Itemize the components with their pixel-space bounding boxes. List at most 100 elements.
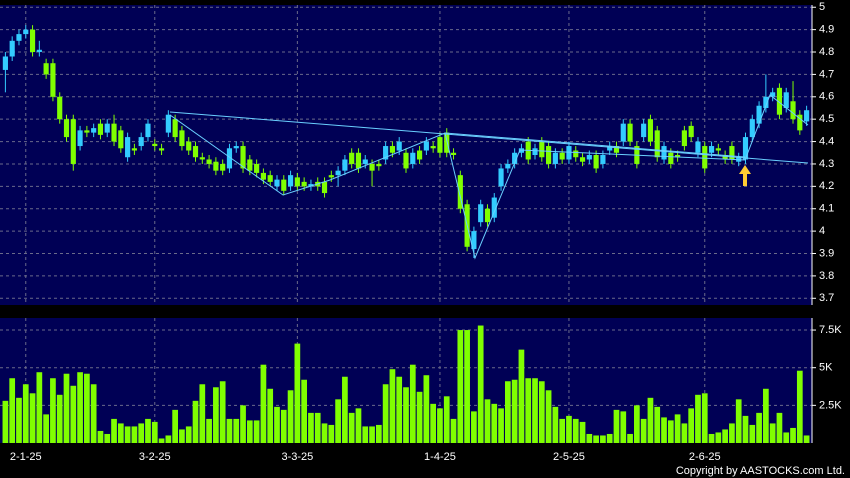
candle-body — [2, 56, 8, 70]
y-tick-label: 4.9 — [819, 24, 834, 36]
volume-bar — [348, 412, 355, 443]
volume-bar — [206, 418, 212, 443]
candle-body — [138, 137, 144, 147]
candle-body — [321, 181, 328, 194]
candle-body — [416, 150, 423, 160]
marks — [2, 25, 810, 443]
candle-body — [776, 87, 783, 115]
volume-bar — [538, 381, 545, 443]
volume-bar — [735, 399, 742, 443]
candle-body — [158, 148, 165, 151]
x-tick-label: 2-6-25 — [689, 451, 721, 463]
candle-body — [708, 146, 715, 153]
candle-body — [783, 92, 789, 108]
volume-bar — [219, 381, 226, 443]
volume-bar — [396, 376, 403, 443]
candle-body — [566, 146, 572, 160]
candle-body — [84, 130, 90, 133]
volume-bar — [172, 409, 178, 443]
candle-body — [742, 137, 749, 160]
candle-body — [396, 141, 402, 151]
candle-body — [756, 105, 762, 124]
candle-body — [491, 197, 497, 218]
volume-bar — [559, 418, 566, 443]
candle-body — [104, 123, 110, 133]
candle-body — [240, 146, 246, 169]
candle-body — [763, 96, 769, 108]
volume-bar — [213, 387, 219, 443]
volume-bar — [36, 372, 43, 443]
volume-bar — [328, 424, 335, 443]
volume-bar — [90, 384, 97, 443]
volume-bar — [321, 423, 328, 443]
candle-body — [593, 155, 599, 169]
candle-body — [681, 130, 687, 147]
volume-bar — [294, 343, 301, 443]
candle-body — [287, 175, 294, 187]
volume-bar — [776, 412, 783, 443]
candle-body — [532, 148, 538, 155]
volume-bar — [423, 375, 430, 443]
candle-body — [77, 130, 83, 147]
candle-body — [702, 146, 708, 169]
y-tick-label: 3.8 — [819, 270, 834, 282]
candle-body — [369, 163, 375, 171]
candle-body — [267, 175, 273, 182]
candle-body — [213, 161, 219, 171]
candle-body — [145, 123, 151, 138]
volume-bar — [504, 381, 511, 443]
candle-body — [722, 155, 728, 160]
volume-bar — [355, 408, 362, 443]
x-tick-label: 1-4-25 — [424, 451, 456, 463]
volume-bar — [280, 409, 287, 443]
candle-body — [233, 146, 239, 149]
candle-body — [97, 123, 104, 135]
volume-bar — [63, 373, 70, 443]
volume-bar — [362, 426, 369, 443]
volume-bar — [308, 412, 314, 443]
candle-body — [70, 119, 76, 164]
candle-body — [471, 231, 477, 250]
volume-bar — [674, 414, 681, 443]
candle-body — [23, 29, 29, 35]
volume-bar — [511, 379, 518, 443]
candle-body — [478, 204, 484, 223]
volume-bar — [16, 397, 22, 443]
candle-body — [552, 152, 558, 164]
candle-body — [389, 146, 396, 153]
candle-body — [797, 114, 803, 131]
volume-bar — [640, 418, 647, 443]
candle-body — [484, 208, 491, 223]
candle-body — [715, 148, 721, 151]
candle-body — [607, 146, 613, 151]
candle-body — [749, 119, 755, 138]
candle-body — [457, 175, 463, 209]
volume-bar — [185, 426, 192, 443]
candle-body — [131, 148, 137, 151]
candle-body — [654, 130, 660, 158]
y-tick-label: 3.9 — [819, 247, 834, 259]
y-tick-label: 4.6 — [819, 91, 834, 103]
trend-line — [444, 132, 746, 158]
volume-bar — [606, 433, 613, 443]
candle-body — [328, 175, 334, 178]
volume-bar — [715, 432, 722, 443]
volume-bar — [457, 330, 464, 443]
candle-body — [600, 155, 606, 164]
volume-bar — [369, 426, 375, 443]
volume-bar — [50, 378, 56, 443]
candle-body — [294, 177, 300, 187]
x-tick-label: 2-5-25 — [553, 451, 585, 463]
volume-bar — [403, 387, 409, 443]
volume-bar — [375, 424, 382, 443]
candle-body — [206, 159, 212, 164]
volume-bar — [491, 403, 498, 443]
volume-bar — [246, 420, 253, 443]
candle-body — [254, 163, 260, 173]
candle-body — [111, 123, 117, 142]
volume-bar — [613, 409, 620, 443]
volume-bar — [274, 406, 280, 443]
y-tick-label: 7.5K — [819, 324, 842, 336]
volume-bar — [192, 400, 199, 443]
